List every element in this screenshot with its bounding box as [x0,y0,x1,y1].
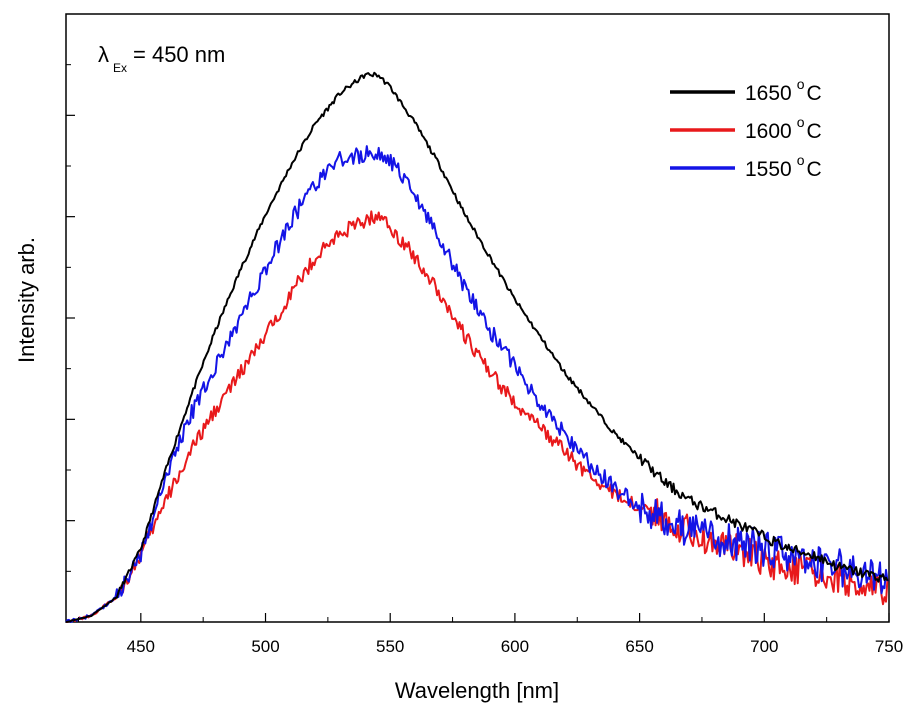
lambda-symbol: λ [98,42,109,67]
y-axis-ticks [66,64,75,572]
x-tick-label: 600 [501,637,529,656]
x-tick-label: 500 [251,637,279,656]
y-axis-title: Intensity arb. [14,237,39,363]
series-group [65,71,889,623]
x-tick-label: 450 [127,637,155,656]
legend: 1650 oC 1600 oC 1550 oC [670,76,822,181]
plot-frame [65,13,890,623]
legend-label: 1550 oC [745,152,822,181]
excitation-value: = 450 nm [133,42,225,67]
x-axis-title: Wavelength [nm] [395,678,559,703]
x-tick-label: 550 [376,637,404,656]
legend-label: 1600 oC [745,114,822,143]
x-tick-label: 650 [625,637,653,656]
x-tick-label: 700 [750,637,778,656]
x-tick-label: 750 [875,637,903,656]
x-axis-ticks: 450 500 550 600 650 700 750 [77,613,903,656]
excitation-subscript: Ex [113,61,127,75]
excitation-annotation: λ Ex = 450 nm [98,42,225,75]
legend-label: 1650 oC [745,76,822,105]
plot-area [65,13,890,623]
series-line-1550 [65,145,889,623]
series-line-1650 [65,71,889,623]
